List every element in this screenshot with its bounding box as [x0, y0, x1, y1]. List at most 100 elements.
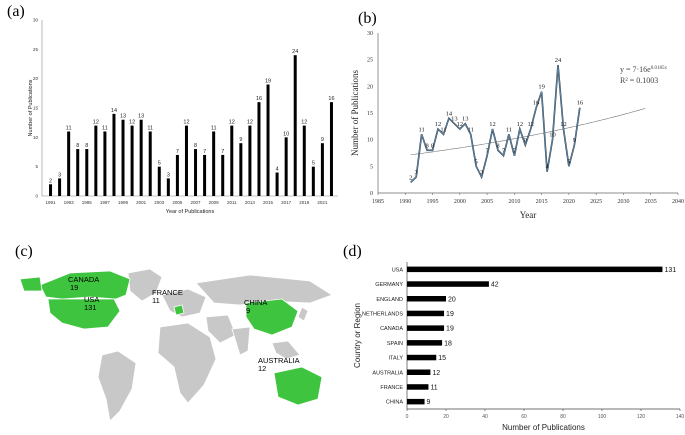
- chart-a-bar: [157, 166, 161, 196]
- chart-b-xtick-label: 2035: [645, 199, 657, 205]
- chart-a-data-label: 9: [239, 137, 242, 143]
- russia-shape: [195, 274, 333, 306]
- chart-b-data-label: 19: [538, 84, 545, 91]
- map-label-australia-name: AUSTRALIA: [258, 356, 300, 365]
- chart-a-data-label: 3: [58, 172, 61, 178]
- china-shape: [245, 298, 299, 336]
- chart-b-data-label: 12: [457, 121, 464, 128]
- chart-d-bar: [407, 310, 445, 317]
- chart-a-xtick-label: 2021: [317, 200, 328, 205]
- chart-a-xtick-label: 2011: [227, 200, 237, 205]
- chart-d-xtick-label: 0: [406, 414, 409, 420]
- chart-a-data-label: 8: [194, 143, 197, 149]
- chart-a-bar: [94, 125, 98, 196]
- chart-d-x-title: Number of Publications: [502, 423, 585, 432]
- chart-a-data-label: 7: [176, 149, 179, 155]
- chart-d-data-label: 12: [432, 370, 440, 377]
- chart-b-trend-r2: R² = 0.1003: [620, 76, 658, 85]
- chart-a-data-label: 9: [321, 137, 324, 143]
- chart-a-data-label: 11: [211, 125, 217, 131]
- canada-shape: [39, 270, 131, 300]
- panel-label-a: (a): [7, 3, 25, 20]
- chart-a-data-label: 8: [85, 143, 88, 149]
- chart-a-ytick-label: 5: [35, 164, 38, 169]
- chart-a-bar: [257, 102, 261, 196]
- chart-a-xtick-label: 1993: [64, 200, 75, 205]
- chart-b-xtick-label: 2040: [672, 199, 684, 205]
- map-label-canada-name: CANADA: [68, 275, 99, 284]
- map-label-china-name: CHINA: [244, 298, 267, 307]
- chart-b-series-line: [410, 64, 581, 183]
- chart-b-data-label: 16: [533, 100, 540, 107]
- chart-b-data-label: 7: [513, 148, 517, 155]
- chart-d-xtick-label: 80: [560, 414, 566, 420]
- chart-b-trend-exponent: 0.0185x: [651, 66, 668, 71]
- chart-d-category-label: CANADA: [380, 326, 403, 332]
- map-land: [97, 268, 333, 422]
- chart-b-data-label: 8: [431, 142, 434, 149]
- chart-d-y-title: Country or Region: [353, 303, 362, 368]
- chart-a-bar: [230, 125, 234, 196]
- chart-d-data-label: 15: [438, 355, 446, 362]
- chart-b-xtick-label: 2005: [481, 199, 493, 205]
- chart-a-bar: [329, 102, 333, 196]
- map-label-china-value: 9: [246, 306, 250, 315]
- chart-b-data-label: 11: [506, 126, 512, 133]
- chart-d-category-label: NETHERLANDS: [362, 311, 403, 317]
- chart-b-data-label: 12: [560, 121, 567, 128]
- chart-a-xtick-label: 1999: [118, 200, 129, 205]
- chart-b-data-label: 3: [415, 169, 418, 176]
- map-label-france-value: 11: [152, 296, 160, 305]
- chart-a-bar: [311, 166, 315, 196]
- chart-a-xtick-label: 2019: [299, 200, 310, 205]
- chart-d-data-label: 42: [491, 282, 499, 289]
- chart-a-data-label: 14: [111, 108, 117, 114]
- chart-a-bar: [248, 125, 252, 196]
- chart-d-category-label: FRANCE: [380, 385, 403, 391]
- chart-b-data-label: 12: [527, 121, 534, 128]
- chart-b-ytick-label: 0: [370, 191, 373, 197]
- chart-a-data-label: 11: [102, 125, 108, 131]
- chart-a-data-label: 5: [158, 161, 161, 167]
- chart-d-data-label: 131: [664, 267, 676, 274]
- chart-b-data-label: 5: [475, 158, 478, 165]
- chart-a-data-label: 16: [256, 96, 262, 102]
- middle-east-shape: [205, 314, 237, 344]
- chart-a-xtick-label: 2013: [245, 200, 256, 205]
- chart-b-data-label: 11: [419, 126, 425, 133]
- se-asia-shape: [271, 340, 301, 360]
- chart-b-data-label: 9: [573, 137, 576, 144]
- chart-b-x-title: Year: [520, 210, 537, 220]
- australia-shape: [273, 366, 323, 406]
- chart-d-data-label: 9: [427, 399, 431, 406]
- chart-d-bar: [407, 369, 431, 375]
- chart-a-data-label: 19: [265, 79, 271, 85]
- chart-a-xtick-label: 2017: [281, 200, 292, 205]
- chart-d-bar: [407, 296, 446, 302]
- chart-d-bar: [407, 354, 437, 361]
- chart-b-data-label: 12: [435, 121, 442, 128]
- chart-a-xtick-label: 2007: [191, 200, 202, 205]
- chart-a-bar: [49, 184, 53, 196]
- chart-a-data-label: 2: [49, 178, 52, 184]
- chart-a-xtick-label: 2003: [154, 200, 165, 205]
- chart-a-data-label: 12: [183, 120, 189, 126]
- chart-d-bar: [407, 281, 489, 287]
- chart-a-bar: [275, 172, 279, 196]
- chart-a-y-title: Number of Publications: [28, 79, 34, 136]
- map-label-canada-value: 19: [70, 283, 78, 292]
- chart-a-data-label: 11: [147, 125, 153, 131]
- chart-a-bar: [184, 125, 188, 196]
- chart-a-bar: [130, 125, 134, 196]
- chart-d-xtick-label: 100: [598, 414, 607, 420]
- chart-b-data-label: 5: [567, 158, 570, 165]
- chart-a-ytick-label: 0: [35, 194, 38, 199]
- chart-a-data-label: 12: [301, 120, 307, 126]
- chart-d-bar: [407, 340, 443, 346]
- map-label-australia-value: 12: [258, 364, 266, 373]
- chart-d-bar: [407, 325, 445, 331]
- india-shape: [231, 326, 251, 356]
- chart-b-data-label: 2: [409, 174, 412, 181]
- chart-b-ytick-label: 10: [367, 138, 373, 144]
- chart-b-data-label: 7: [502, 148, 506, 155]
